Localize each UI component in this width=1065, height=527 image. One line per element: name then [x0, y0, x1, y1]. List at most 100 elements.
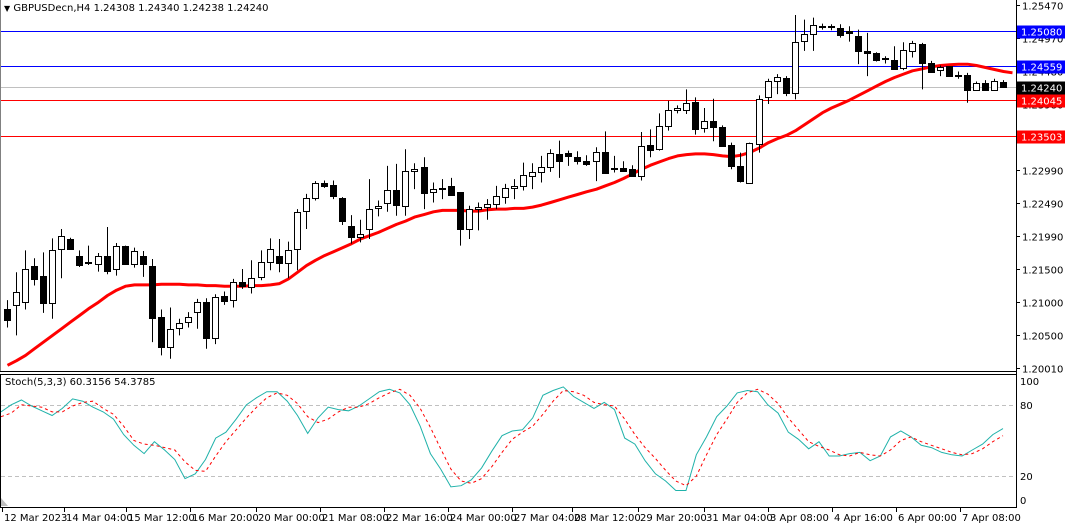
candle: [955, 71, 962, 79]
candle: [321, 180, 328, 188]
price-level-label: 1.24045: [1021, 97, 1062, 108]
candle: [855, 29, 862, 65]
candle: [620, 161, 627, 172]
price-panel[interactable]: [1, 14, 1016, 367]
time-tick-label: 24 Mar 00:00: [450, 513, 517, 524]
candle: [67, 237, 74, 250]
time-tick-label: 21 Mar 08:00: [322, 513, 389, 524]
candle: [430, 182, 437, 203]
candle: [801, 19, 808, 51]
candle: [294, 209, 301, 271]
time-tick-label: 14 Mar 04:00: [66, 513, 133, 524]
time-tick-label: 29 Mar 20:00: [640, 513, 707, 524]
candle: [375, 200, 382, 217]
candle: [991, 78, 998, 91]
candle: [285, 241, 292, 279]
time-tick-label: 6 Apr 00:00: [898, 513, 957, 524]
candle: [303, 193, 310, 230]
candle: [710, 98, 717, 142]
indicator-label: Stoch(5,3,3) 60.3156 54.3785: [5, 377, 156, 388]
candle: [882, 56, 889, 64]
candle: [357, 219, 364, 243]
price-tick-label: 1.21500: [1022, 266, 1063, 277]
candle: [665, 100, 672, 131]
candle: [421, 157, 428, 210]
candle: [846, 26, 853, 42]
candle: [475, 202, 482, 231]
candle: [267, 238, 274, 271]
candle: [638, 131, 645, 181]
time-tick-label: 15 Mar 12:00: [128, 513, 195, 524]
candle: [937, 65, 944, 77]
price-tick-label: 1.21000: [1022, 299, 1063, 310]
moving-average-line: [6, 62, 1013, 367]
candle: [194, 298, 201, 329]
candle: [538, 155, 545, 183]
candle: [312, 181, 319, 201]
price-tick-label: 1.25470: [1022, 2, 1063, 13]
stoch-tick-label: 0: [1020, 496, 1026, 507]
candle: [393, 163, 400, 216]
price-tick-label: 1.24970: [1022, 35, 1063, 46]
time-tick-label: 28 Mar 12:00: [574, 513, 641, 524]
candle: [239, 268, 246, 289]
symbol-quote: GBPUSDecn,H4 1.24308 1.24340 1.24238 1.2…: [13, 3, 269, 14]
candle: [85, 245, 92, 265]
price-level-label: 1.23503: [1021, 133, 1062, 144]
stochastic-panel[interactable]: [0, 386, 1016, 491]
candle: [647, 129, 654, 158]
candle: [602, 131, 609, 174]
candle: [511, 179, 518, 200]
candle: [203, 298, 210, 349]
candle: [366, 179, 373, 240]
candle: [1000, 80, 1007, 88]
price-level-tag: [1017, 130, 1065, 144]
candle: [212, 294, 219, 345]
candle: [276, 239, 283, 273]
candle: [384, 165, 391, 212]
stoch-signal-line: [0, 388, 1004, 487]
candle: [502, 183, 509, 204]
candle: [529, 163, 536, 190]
candle: [4, 300, 11, 328]
price-level-label: 1.25080: [1021, 28, 1062, 39]
candle: [728, 142, 735, 170]
candle: [900, 42, 907, 71]
time-tick-label: 27 Mar 04:00: [514, 513, 581, 524]
candle: [656, 113, 663, 151]
candle: [122, 245, 129, 265]
candle: [692, 97, 699, 135]
candle: [149, 258, 156, 343]
candle: [583, 155, 590, 166]
candle: [402, 149, 409, 216]
candle: [909, 40, 916, 58]
candle: [167, 307, 174, 359]
candle: [593, 147, 600, 182]
candle: [756, 95, 763, 153]
candle: [158, 309, 165, 356]
candle: [339, 197, 346, 226]
candle: [891, 46, 898, 70]
stoch-main-line: [0, 386, 1004, 491]
candle: [466, 205, 473, 240]
candle: [230, 278, 237, 308]
candle: [973, 81, 980, 91]
scroll-corner-icon: [1, 498, 8, 506]
price-tick-label: 1.22490: [1022, 200, 1063, 211]
candle: [674, 105, 681, 114]
candle: [457, 192, 464, 246]
candle: [774, 74, 781, 95]
candle: [837, 24, 844, 38]
candle: [484, 199, 491, 220]
candle: [574, 151, 581, 165]
candle: [873, 52, 880, 62]
time-tick-label: 4 Apr 16:00: [834, 513, 893, 524]
time-tick-label: 12 Mar 2023: [4, 513, 67, 524]
collapse-triangle-icon[interactable]: ▼: [4, 4, 11, 13]
time-tick-label: 22 Mar 16:00: [386, 513, 453, 524]
price-tick-label: 1.21990: [1022, 233, 1063, 244]
candle: [348, 215, 355, 244]
